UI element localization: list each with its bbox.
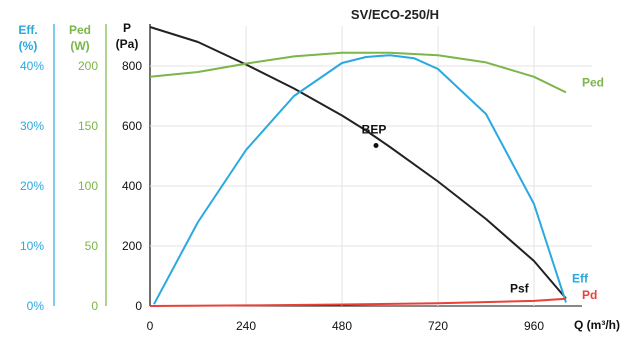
p-tick-label: 200 (122, 239, 142, 253)
eff-tick-label: 40% (20, 59, 44, 73)
series-pd-line (149, 297, 567, 307)
series-group (149, 26, 567, 307)
ped-tick-label: 100 (78, 179, 98, 193)
series-pd-label: Pd (582, 288, 597, 302)
series-ped-label: Ped (582, 75, 604, 89)
x-tick-label: 240 (236, 319, 256, 333)
bep-marker (373, 143, 379, 148)
p-tick-label: 400 (122, 179, 142, 193)
bep-label: BEP (362, 123, 387, 137)
p-axis-label: P (123, 21, 131, 35)
p-axis-unit: (Pa) (116, 37, 139, 51)
series-eff-label: Eff (572, 271, 589, 285)
chart-title: SV/ECO-250/H (351, 7, 439, 22)
eff-tick-label: 20% (20, 179, 44, 193)
ped-tick-label: 0 (91, 299, 98, 313)
ped-tick-label: 150 (78, 119, 98, 133)
eff-tick-label: 0% (27, 299, 45, 313)
series-ped-line (149, 51, 567, 94)
series-labels: Psf Ped Eff Pd BEP (362, 75, 604, 301)
x-axis-label: Q (m³/h) (574, 318, 620, 332)
ped-axis-unit: (W) (70, 39, 89, 53)
x-tick-label: 0 (147, 319, 154, 333)
p-tick-label: 0 (135, 299, 142, 313)
p-tick-label: 600 (122, 119, 142, 133)
series-eff-line (153, 54, 567, 305)
ped-axis-label: Ped (69, 23, 91, 37)
series-psf-line (149, 26, 567, 300)
ped-tick-label: 200 (78, 59, 98, 73)
eff-tick-label: 10% (20, 239, 44, 253)
eff-tick-label: 30% (20, 119, 44, 133)
axis-ticks: 0 240 480 720 960 0 200 400 600 800 0 50 100 150 200 0%… (20, 59, 544, 333)
x-tick-label: 960 (524, 319, 544, 333)
x-tick-label: 720 (428, 319, 448, 333)
p-tick-label: 800 (122, 59, 142, 73)
series-psf-label: Psf (510, 282, 530, 296)
x-tick-label: 480 (332, 319, 352, 333)
eff-axis-unit: (%) (19, 39, 38, 53)
ped-tick-label: 50 (85, 239, 99, 253)
eff-axis-label: Eff. (18, 23, 37, 37)
